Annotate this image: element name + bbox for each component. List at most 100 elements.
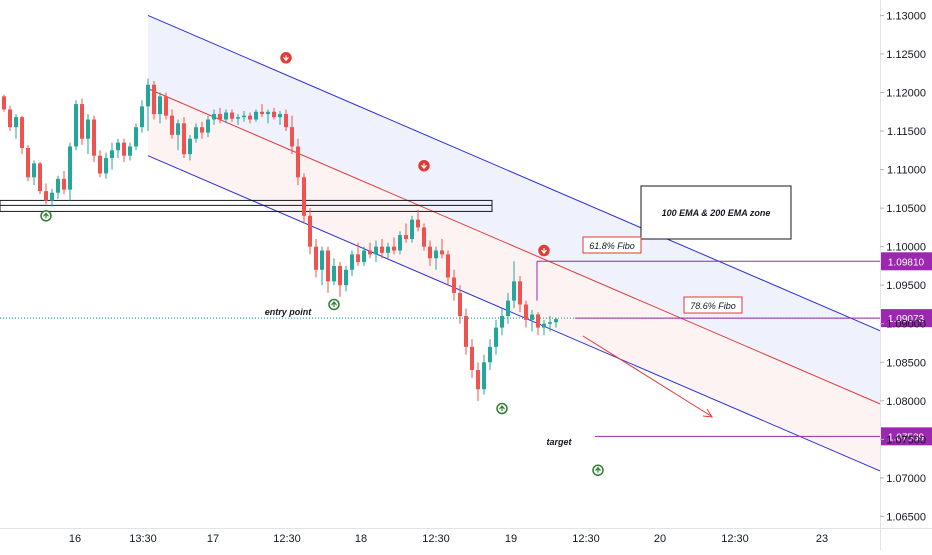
candle-body [146, 84, 150, 107]
candle-body [266, 111, 270, 115]
candle-body [74, 104, 78, 147]
candle-body [272, 111, 276, 118]
projection-arrow-head [702, 408, 713, 418]
candle-body [500, 316, 504, 328]
y-tick-label: 1.11000 [887, 165, 926, 177]
x-tick-label: 12:30 [422, 533, 450, 545]
price-level-label: 1.09073 [888, 314, 925, 325]
arrow-down-glyph [421, 163, 427, 170]
candle-body [482, 362, 486, 390]
candle-body [152, 84, 156, 115]
candle-body [122, 142, 126, 156]
candle-body [338, 265, 342, 286]
y-tick-label: 1.06500 [886, 511, 926, 523]
fibo-786-label: 78.6% Fibo [690, 301, 736, 311]
candle-body [224, 112, 228, 120]
arrow-down-glyph [541, 248, 547, 254]
candle-body [86, 119, 90, 139]
y-tick-label: 1.08500 [886, 357, 926, 369]
y-tick-label: 1.09500 [886, 280, 926, 292]
price-level-tag [881, 427, 932, 446]
candle-body [494, 327, 498, 347]
x-tick-label: 20 [654, 533, 666, 545]
fibo-618-label: 61.8% Fibo [589, 241, 635, 251]
candle-body [344, 269, 348, 286]
y-tick-label: 1.08000 [886, 396, 926, 408]
candle-body [98, 155, 102, 174]
candle-body [242, 115, 246, 118]
ema-zone-box [640, 185, 792, 240]
candle-body [218, 114, 222, 120]
candle-body [470, 346, 474, 370]
candle-body [290, 127, 294, 147]
fibo-618-box [582, 236, 642, 254]
candle-body [428, 246, 432, 259]
candle-body [452, 277, 456, 293]
target-label: target [546, 437, 572, 447]
candle-body [230, 112, 234, 119]
candle-body [374, 246, 378, 255]
candle-body [278, 114, 282, 118]
candle-body [368, 250, 372, 255]
x-tick-label: 12:30 [273, 533, 301, 545]
candle-body [332, 265, 336, 282]
candle-body [434, 250, 438, 259]
candle-body [548, 322, 552, 324]
x-tick-label: 17 [207, 533, 219, 545]
candle-body [308, 215, 312, 247]
candle-body [182, 123, 186, 155]
arrow-up-glyph [595, 466, 601, 473]
candle-body [170, 115, 174, 135]
candle-body [212, 114, 216, 120]
y-tick-label: 1.11500 [887, 126, 926, 138]
candle-body [506, 300, 510, 317]
candle-body [380, 246, 384, 253]
candle-body [518, 281, 522, 305]
candle-body [32, 163, 36, 178]
candle-body [314, 246, 318, 270]
candle-body [284, 114, 288, 128]
candle-body [260, 111, 264, 115]
x-tick-label: 13:30 [129, 533, 157, 545]
candle-body [524, 304, 528, 320]
x-tick-label: 23 [816, 533, 828, 545]
entry-point-label: entry point [265, 307, 313, 317]
candle-body [14, 117, 18, 128]
candle-body [194, 127, 198, 139]
candle-body [410, 219, 414, 239]
candle-body [128, 146, 132, 156]
candle-body [440, 250, 444, 255]
candle-body [530, 314, 534, 320]
candle-body [200, 127, 204, 133]
x-tick-label: 19 [505, 533, 517, 545]
projection-arrow-line [582, 335, 712, 417]
candle-body [158, 96, 162, 115]
price-level-tag [881, 309, 932, 328]
candle-body [422, 227, 426, 247]
candle-body [296, 146, 300, 178]
candle-body [320, 250, 324, 270]
candle-body [536, 314, 540, 328]
candle-body [404, 235, 408, 239]
arrow-up-glyph [499, 405, 505, 412]
candle-body [80, 104, 84, 139]
candle-body [68, 146, 72, 190]
candle-body [464, 316, 468, 347]
candle-body [302, 177, 306, 216]
x-tick-label: 18 [355, 533, 367, 545]
candle-body [110, 150, 114, 159]
candle-body [350, 254, 354, 270]
candle-body [254, 111, 258, 120]
channel-upper-line [147, 14, 881, 332]
candle-body [362, 250, 366, 263]
y-tick-label: 1.10500 [886, 203, 926, 215]
x-tick-label: 12:30 [572, 533, 600, 545]
candle-body [386, 246, 390, 253]
channel-lower-line [147, 155, 881, 472]
candle-body [176, 123, 180, 135]
candle-body [62, 178, 66, 190]
candle-body [188, 138, 192, 155]
arrow-up-glyph [43, 212, 49, 219]
